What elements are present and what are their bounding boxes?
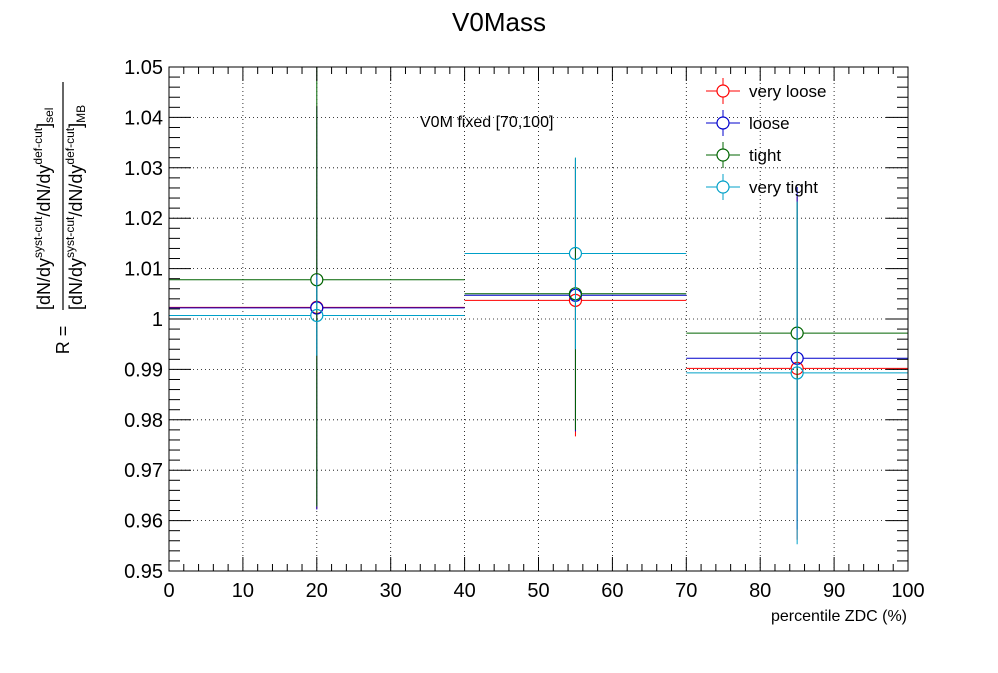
x-tick-label: 60 bbox=[601, 580, 623, 602]
annotation-text: V0M fixed [70,100] bbox=[420, 114, 553, 131]
y-tick-label: 0.96 bbox=[124, 511, 163, 533]
x-tick-label: 50 bbox=[527, 580, 549, 602]
data-point-marker bbox=[790, 366, 804, 380]
legend-entry: loose bbox=[706, 110, 790, 136]
y-axis-label-numerator: [dN/dysyst-cut/dN/dydef-cut]sel bbox=[31, 108, 56, 310]
y-tick-label: 0.99 bbox=[124, 359, 163, 381]
axes: 0 10 20 30 40 50 60 70 80 90 100 0.95 0.96 0.97 0.98 0.… bbox=[124, 57, 925, 602]
y-tick-label: 1.01 bbox=[124, 259, 163, 281]
data-point-marker bbox=[568, 246, 583, 261]
x-tick-label: 0 bbox=[163, 580, 174, 602]
y-axis-label-denominator: [dN/dysyst-cut/dN/dydef-cut]MB bbox=[63, 105, 88, 310]
ylabel-den-sub: MB bbox=[74, 105, 88, 123]
x-tick-label: 90 bbox=[823, 580, 845, 602]
y-tick-label: 1 bbox=[152, 309, 163, 331]
y-tick-label: 0.98 bbox=[124, 410, 163, 432]
y-tick-label: 1.02 bbox=[124, 208, 163, 230]
legend-marker bbox=[716, 180, 730, 194]
y-tick-label: 0.97 bbox=[124, 460, 163, 482]
ylabel-den-sup2: def-cut bbox=[63, 127, 77, 164]
y-tick-label: 1.05 bbox=[124, 57, 163, 79]
x-tick-label: 20 bbox=[306, 580, 328, 602]
data-series bbox=[169, 67, 908, 545]
series-very-tight bbox=[169, 157, 908, 545]
ylabel-num-sub: sel bbox=[42, 108, 56, 123]
legend-entry: very loose bbox=[706, 78, 826, 104]
ylabel-num-mid: /dN/dy bbox=[34, 165, 54, 217]
ylabel-num-base: [dN/dy bbox=[34, 258, 54, 310]
ylabel-den-base: [dN/dy bbox=[66, 258, 86, 310]
y-tick-label: 1.04 bbox=[124, 107, 163, 129]
legend-label: tight bbox=[749, 146, 781, 165]
chart-title: V0Mass bbox=[452, 7, 546, 37]
legend-marker bbox=[716, 148, 730, 162]
legend-marker bbox=[716, 84, 730, 98]
legend-label: very loose bbox=[749, 82, 826, 101]
ylabel-num-sup1: syst-cut bbox=[31, 216, 45, 258]
y-axis-label: R = [dN/dysyst-cut/dN/dydef-cut]sel [dN/… bbox=[31, 82, 88, 354]
x-tick-label: 30 bbox=[380, 580, 402, 602]
ylabel-num-sup2: def-cut bbox=[31, 127, 45, 164]
y-tick-label: 1.03 bbox=[124, 158, 163, 180]
data-point-marker bbox=[310, 308, 324, 323]
x-tick-label: 10 bbox=[232, 580, 254, 602]
ylabel-num-close: ] bbox=[34, 123, 54, 128]
ylabel-den-mid: /dN/dy bbox=[66, 165, 86, 217]
y-tick-label: 0.95 bbox=[124, 561, 163, 583]
legend-entry: very tight bbox=[706, 174, 818, 200]
x-tick-label: 40 bbox=[453, 580, 475, 602]
x-tick-label: 100 bbox=[891, 580, 924, 602]
x-tick-label: 70 bbox=[675, 580, 697, 602]
ylabel-den-close: ] bbox=[66, 123, 86, 128]
y-axis-label-prefix: R = bbox=[53, 326, 73, 355]
legend: very loose loose tight very tight bbox=[706, 78, 826, 200]
x-tick-label: 80 bbox=[749, 580, 771, 602]
x-axis-label: percentile ZDC (%) bbox=[771, 608, 907, 625]
legend-label: very tight bbox=[749, 178, 818, 197]
legend-entry: tight bbox=[706, 142, 781, 168]
legend-label: loose bbox=[749, 114, 790, 133]
legend-marker bbox=[716, 116, 730, 130]
ylabel-den-sup1: syst-cut bbox=[63, 216, 77, 258]
